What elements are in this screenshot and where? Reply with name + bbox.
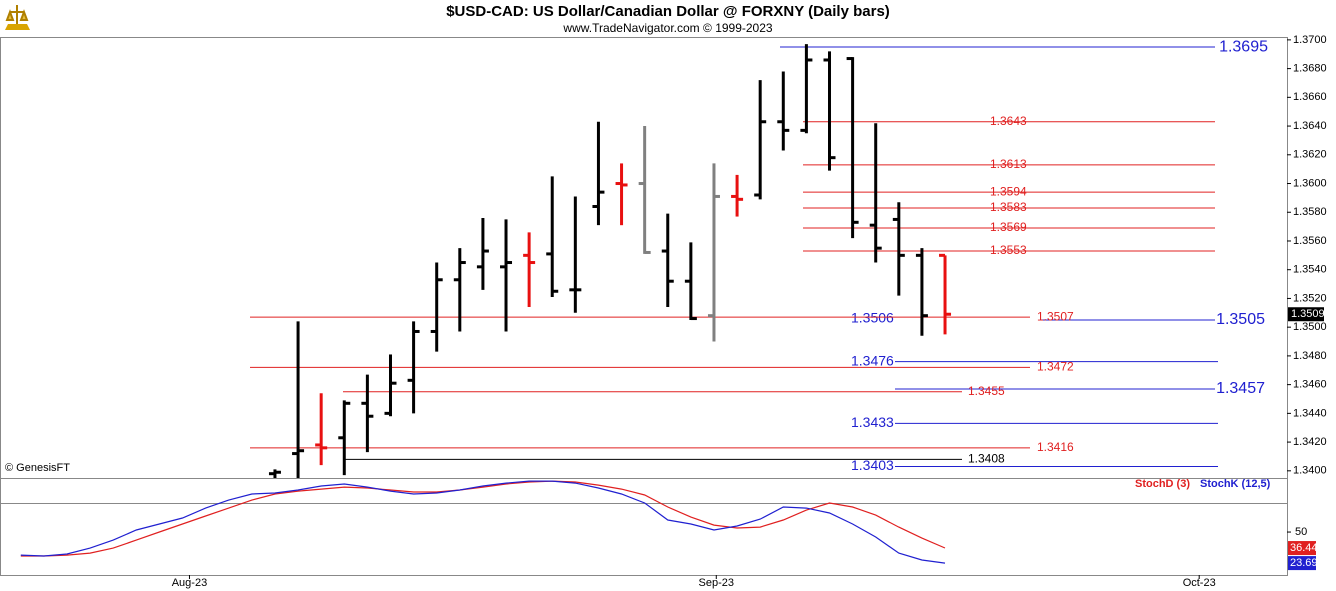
y-tick-label: 1.3580 <box>1293 206 1327 218</box>
ohlc-bar <box>315 393 328 466</box>
ohlc-bar <box>823 51 836 171</box>
ohlc-bar <box>407 321 420 414</box>
ohlc-bar <box>939 253 952 335</box>
ohlc-bar <box>638 126 651 254</box>
ohlc-bar <box>892 202 905 296</box>
ohlc-bar <box>430 262 443 352</box>
ohlc-bar <box>523 232 536 308</box>
legend-entry: StochD (3) <box>1135 478 1190 490</box>
ohlc-bar <box>615 163 628 226</box>
y-tick-label: 1.3560 <box>1293 235 1327 247</box>
y-tick-label: 1.3540 <box>1293 264 1327 276</box>
x-tick-label: Sep-23 <box>699 577 734 589</box>
last-price-box <box>1288 307 1324 322</box>
level-label: 1.3594 <box>990 184 1027 198</box>
level-label: 1.3457 <box>1216 380 1265 397</box>
ohlc-bar <box>453 248 466 332</box>
ohlc-bar <box>292 321 305 478</box>
ohlc-bar <box>338 400 351 476</box>
ohlc-bar <box>476 217 489 290</box>
x-tick-label: Aug-23 <box>172 577 207 589</box>
y-tick-label: 1.3460 <box>1293 379 1327 391</box>
y-tick-label: 1.3400 <box>1293 465 1327 477</box>
stoch-line <box>20 480 946 564</box>
ohlc-bar <box>777 71 790 151</box>
ohlc-bar <box>569 196 582 313</box>
y-tick-label: 1.3500 <box>1293 321 1327 333</box>
stoch-value-label: 36.44 <box>1290 542 1318 554</box>
ohlc-bar <box>915 248 928 336</box>
level-label: 1.3476 <box>851 352 894 368</box>
ohlc-bar <box>268 469 281 478</box>
stoch-value-box <box>1288 541 1316 556</box>
stoch-panel <box>0 478 1288 576</box>
watermark: © GenesisFT <box>5 462 70 474</box>
chart-subtitle: www.TradeNavigator.com © 1999-2023 <box>562 21 772 35</box>
ohlc-bar <box>869 123 882 263</box>
level-label: 1.3408 <box>968 451 1005 465</box>
legend-entry: StochK (12,5) <box>1200 478 1271 490</box>
level-label: 1.3505 <box>1216 311 1265 328</box>
level-label: 1.3416 <box>1037 440 1074 454</box>
ohlc-bar <box>546 176 559 298</box>
y-tick-label: 1.3600 <box>1293 177 1327 189</box>
stoch-value-box <box>1288 556 1316 571</box>
stoch-value-label: 23.69 <box>1290 557 1318 569</box>
y-tick-label: 1.3620 <box>1293 149 1327 161</box>
ohlc-bar <box>384 354 397 417</box>
ohlc-bar <box>661 213 674 308</box>
ohlc-bar <box>800 44 813 134</box>
level-label: 1.3553 <box>990 243 1027 257</box>
y-tick-label: 1.3700 <box>1293 34 1327 46</box>
last-price-label: 1.3509 <box>1291 308 1325 320</box>
chart-title: $USD-CAD: US Dollar/Canadian Dollar @ FO… <box>446 3 890 20</box>
logo <box>5 5 30 30</box>
ohlc-bar <box>592 121 605 226</box>
x-tick-label: Oct-23 <box>1183 577 1216 589</box>
level-label: 1.3472 <box>1037 360 1074 374</box>
ohlc-bar <box>846 57 859 239</box>
y-tick-label: 1.3660 <box>1293 91 1327 103</box>
ohlc-bar <box>754 80 767 200</box>
y-tick-label: 1.3680 <box>1293 63 1327 75</box>
level-label: 1.3643 <box>990 114 1027 128</box>
level-label: 1.3695 <box>1219 38 1268 55</box>
y-tick-label: 1.3640 <box>1293 120 1327 132</box>
ohlc-bar <box>684 242 697 321</box>
y-tick-label: 1.3480 <box>1293 350 1327 362</box>
y-tick-label: 1.3440 <box>1293 407 1327 419</box>
ohlc-bar <box>707 163 720 342</box>
ohlc-bar <box>361 374 374 453</box>
y-tick-label: 1.3520 <box>1293 292 1327 304</box>
level-label: 1.3455 <box>968 384 1005 398</box>
level-label: 1.3507 <box>1037 309 1074 323</box>
level-label: 1.3583 <box>990 200 1027 214</box>
ohlc-bar <box>500 219 513 332</box>
level-label: 1.3613 <box>990 157 1027 171</box>
level-label: 1.3403 <box>851 457 894 473</box>
level-label: 1.3569 <box>990 220 1027 234</box>
ohlc-bar <box>731 174 744 217</box>
stoch-y-tick-label: 50 <box>1295 526 1307 538</box>
level-label: 1.3433 <box>851 414 894 430</box>
y-tick-label: 1.3420 <box>1293 436 1327 448</box>
stoch-line <box>20 480 946 557</box>
